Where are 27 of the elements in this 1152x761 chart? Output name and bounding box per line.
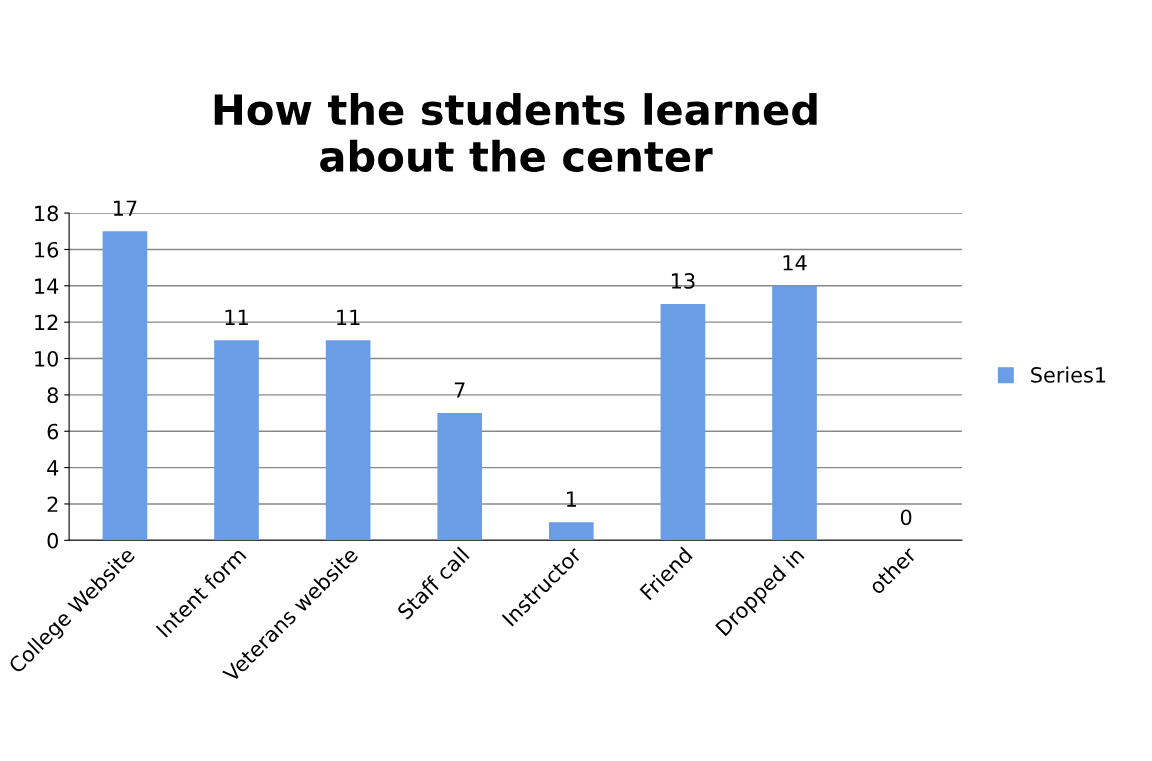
chart-title: How the students learned about the center [214, 93, 817, 173]
bar [325, 340, 371, 541]
y-tick-label: 10 [35, 350, 59, 367]
y-tick-label: 0 [47, 532, 59, 549]
bar [549, 522, 594, 541]
legend-label: Series1 [1031, 366, 1106, 383]
data-label: 7 [454, 382, 465, 398]
data-label: 13 [671, 273, 695, 289]
y-tick-label: 2 [47, 496, 58, 512]
data-label: 1 [566, 491, 577, 507]
data-label: 17 [113, 200, 137, 216]
y-tick-label: 8 [47, 387, 58, 404]
y-tick-label: 18 [35, 205, 58, 222]
bar [214, 340, 259, 541]
y-tick-label: 6 [47, 423, 59, 440]
y-tick-label: 16 [35, 241, 59, 258]
bar [437, 413, 483, 541]
y-tick-label: 12 [35, 314, 58, 331]
bar [772, 285, 817, 541]
bar [102, 231, 148, 541]
y-tick-label: 14 [35, 278, 59, 294]
y-tick-label: 4 [47, 460, 59, 476]
data-label: 11 [225, 309, 248, 325]
data-label: 14 [783, 255, 807, 271]
data-label: 0 [900, 509, 912, 526]
data-label: 11 [337, 309, 360, 325]
bar [660, 303, 706, 541]
